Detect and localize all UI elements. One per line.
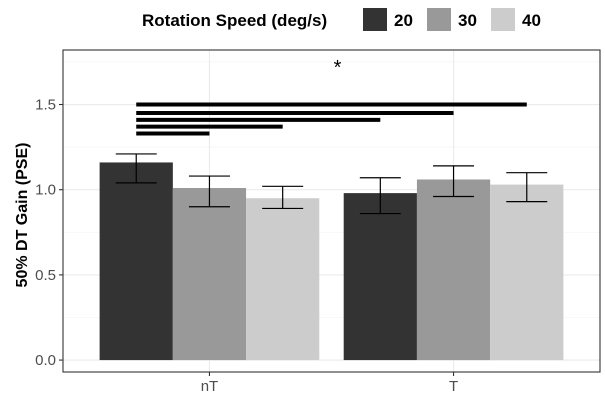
x-tick-label-nT: nT: [201, 378, 219, 395]
bars: [99, 162, 564, 361]
legend-label-20: 20: [394, 11, 413, 30]
bar-T-40: [490, 184, 564, 361]
error-bar-T-40: [506, 172, 548, 203]
y-tick-label: 1.5: [35, 97, 56, 114]
significance-star: *: [334, 57, 342, 79]
y-axis-title: 50% DT Gain (PSE): [14, 143, 31, 288]
plot-area: * 0.0 0.5 1.0 1.5 nT T: [35, 49, 601, 395]
error-bar-T-20: [359, 177, 401, 215]
legend-swatch-30: [427, 8, 451, 31]
error-bar-nT-30: [188, 175, 230, 208]
panel-border: [62, 49, 601, 373]
error-bars: [115, 153, 548, 215]
y-axis: 0.0 0.5 1.0 1.5: [35, 97, 63, 369]
error-bar-nT-40: [262, 185, 304, 210]
bar-nT-20: [99, 162, 173, 361]
y-tick-label: 1.0: [35, 182, 56, 199]
y-tick-label: 0.0: [35, 352, 56, 369]
bar-T-20: [343, 193, 417, 361]
y-tick-label: 0.5: [35, 267, 56, 284]
x-tick-label-T: T: [449, 378, 458, 395]
bar-nT-30: [172, 188, 247, 361]
legend-label-40: 40: [522, 11, 541, 30]
bar-T-30: [416, 179, 491, 361]
error-bar-T-30: [433, 165, 475, 198]
legend-swatch-40: [491, 8, 515, 31]
legend-swatch-20: [363, 8, 387, 31]
x-axis: nT T: [201, 372, 458, 395]
significance-lines: *: [136, 57, 527, 136]
legend: Rotation Speed (deg/s) 20 30 40: [142, 8, 541, 31]
bar-nT-40: [246, 198, 320, 361]
legend-title: Rotation Speed (deg/s): [142, 11, 327, 30]
error-bar-nT-20: [115, 153, 157, 184]
legend-label-30: 30: [458, 11, 477, 30]
